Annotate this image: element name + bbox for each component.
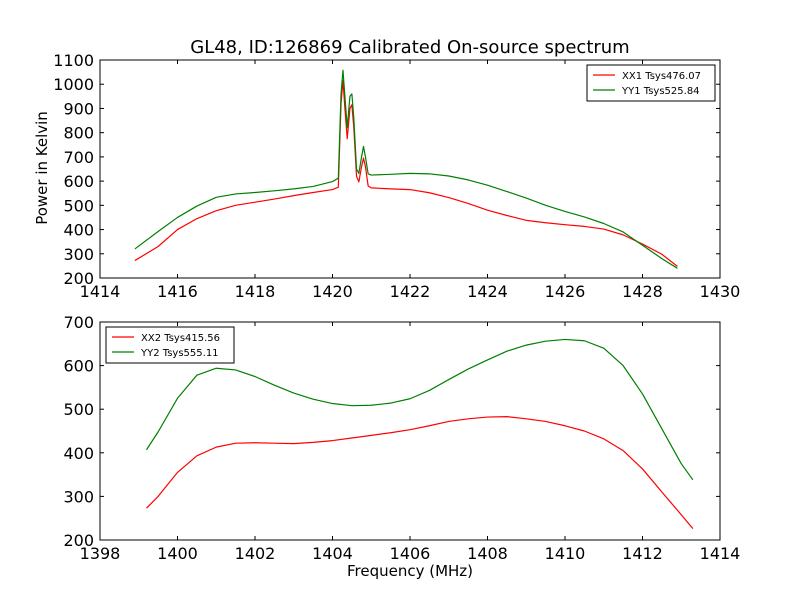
top-y-tick-label: 300 (63, 245, 94, 264)
bottom-y-tick-label: 700 (63, 313, 94, 332)
bottom-x-tick-label: 1400 (157, 544, 198, 563)
top-legend-label: XX1 Tsys476.07 (622, 71, 701, 82)
bottom-legend-label: XX2 Tsys415.56 (141, 333, 220, 344)
bottom-x-tick-label: 1414 (700, 544, 741, 563)
top-y-tick-label: 700 (63, 148, 94, 167)
top-legend: XX1 Tsys476.07 YY1 Tsys525.84 (586, 64, 716, 102)
top-y-axis-label: Power in Kelvin (33, 111, 51, 225)
top-panel: 1414 1416 1418 1420 1422 1424 1426 1428 1430 200 3… (53, 51, 740, 301)
bottom-x-axis-label: Frequency (MHz) (347, 562, 473, 580)
top-y-tick-label: 600 (63, 172, 94, 191)
bottom-y-tick-label: 500 (63, 400, 94, 419)
top-legend-label: YY1 Tsys525.84 (621, 86, 700, 97)
top-x-tick-label: 1424 (467, 282, 508, 301)
top-x-tick-label: 1422 (390, 282, 431, 301)
top-legend-box (586, 64, 716, 102)
bottom-panel: 1398 1400 1402 1404 1406 1408 1410 1412 1414 200 3… (63, 313, 740, 563)
top-y-tick-label: 500 (63, 196, 94, 215)
bottom-y-tick-label: 600 (63, 357, 94, 376)
top-x-tick-label: 1416 (157, 282, 198, 301)
bottom-x-tick-label: 1398 (80, 544, 121, 563)
bottom-legend: XX2 Tsys415.56 YY2 Tsys555.11 (105, 326, 235, 364)
chart-title: GL48, ID:126869 Calibrated On-source spe… (190, 37, 629, 58)
top-x-tick-label: 1430 (700, 282, 741, 301)
bottom-x-tick-label: 1410 (545, 544, 586, 563)
bottom-x-tick-label: 1408 (467, 544, 508, 563)
bottom-y-tick-label: 200 (63, 531, 94, 550)
bottom-series-line-yy2 (145, 338, 694, 481)
top-y-tick-label: 800 (63, 124, 94, 143)
bottom-y-tick-label: 300 (63, 487, 94, 506)
bottom-x-tick-label: 1404 (312, 544, 353, 563)
bottom-x-tick-label: 1406 (390, 544, 431, 563)
top-y-tick-label: 400 (63, 221, 94, 240)
bottom-series-line-xx2 (146, 416, 694, 530)
top-y-tick-label: 1100 (53, 51, 94, 70)
top-series-line-xx1 (134, 79, 678, 267)
bottom-y-tick-label: 400 (63, 444, 94, 463)
top-x-tick-label: 1414 (80, 282, 121, 301)
bottom-legend-box (105, 326, 235, 364)
top-series-line-yy1 (134, 69, 678, 269)
bottom-x-tick-label: 1412 (622, 544, 663, 563)
top-x-tick-label: 1418 (235, 282, 276, 301)
top-y-tick-label: 900 (63, 99, 94, 118)
top-y-tick-label: 1000 (53, 75, 94, 94)
top-x-tick-label: 1426 (545, 282, 586, 301)
bottom-legend-label: YY2 Tsys555.11 (140, 348, 219, 359)
top-x-tick-label: 1428 (622, 282, 663, 301)
bottom-x-tick-label: 1402 (235, 544, 276, 563)
top-y-tick-label: 200 (63, 269, 94, 288)
top-x-tick-label: 1420 (312, 282, 353, 301)
